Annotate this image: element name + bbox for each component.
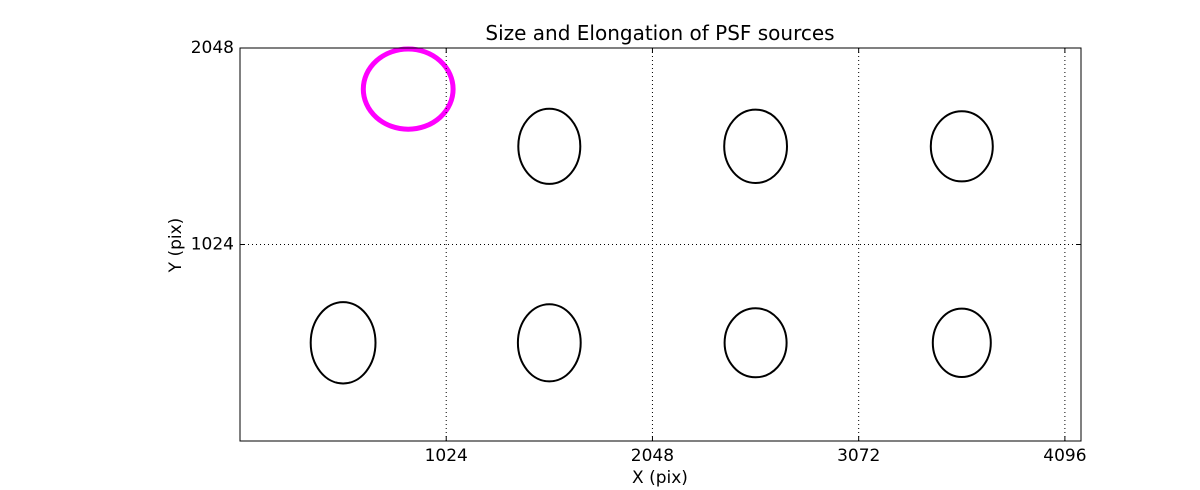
psf-source-ellipse xyxy=(517,107,582,185)
psf-source-highlighted xyxy=(360,46,456,132)
x-tick-label: 2048 xyxy=(631,446,674,466)
psf-sources xyxy=(309,46,994,385)
psf-source-ellipse xyxy=(723,108,788,185)
plot-title: Size and Elongation of PSF sources xyxy=(485,21,834,45)
psf-source-ellipse xyxy=(723,307,788,379)
gridlines xyxy=(240,48,1081,441)
x-axis-label: X (pix) xyxy=(632,468,688,488)
psf-source-ellipse xyxy=(309,301,377,385)
axes-border xyxy=(239,47,1082,442)
x-tick-label: 4096 xyxy=(1043,446,1086,466)
psf-source-ellipse xyxy=(931,307,992,378)
tick-labels: 1024 2048 3072 4096 1024 2048 xyxy=(191,38,1087,466)
x-tick-label: 1024 xyxy=(425,446,468,466)
x-tick-label: 3072 xyxy=(837,446,880,466)
psf-source-ellipse xyxy=(929,110,994,183)
y-tick-label: 1024 xyxy=(191,235,234,255)
y-axis-label: Y (pix) xyxy=(166,218,186,274)
psf-source-ellipse xyxy=(516,303,582,383)
y-tick-label: 2048 xyxy=(191,38,234,58)
